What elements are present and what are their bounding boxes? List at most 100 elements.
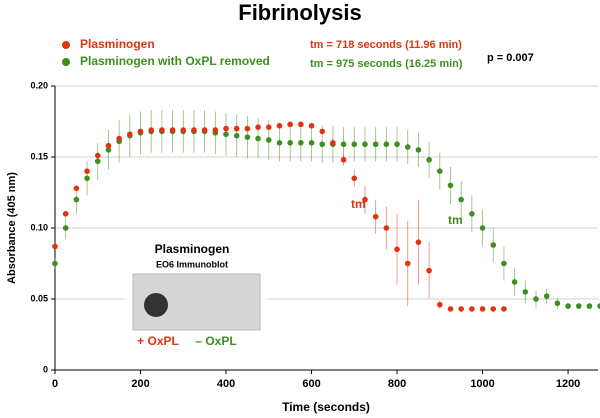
data-point <box>426 157 432 163</box>
data-point <box>276 122 283 129</box>
data-point <box>244 125 251 132</box>
data-point <box>94 152 101 159</box>
data-point <box>265 137 272 143</box>
y-tick-label: 0.20 <box>30 80 48 90</box>
data-point <box>511 279 518 285</box>
data-point <box>458 196 464 203</box>
x-tick-label: 1200 <box>556 378 580 390</box>
data-point <box>565 303 571 309</box>
data-point <box>437 301 443 308</box>
data-point <box>575 303 582 309</box>
data-point <box>287 121 293 128</box>
data-point <box>383 141 390 148</box>
y-tick-label: 0.15 <box>30 151 48 161</box>
data-point <box>298 121 304 128</box>
data-point <box>105 142 112 149</box>
data-point <box>543 293 550 299</box>
data-point <box>255 124 261 130</box>
data-point <box>191 127 197 133</box>
data-point <box>362 196 368 203</box>
data-point <box>169 127 176 133</box>
data-point <box>469 211 475 217</box>
data-point <box>330 140 336 146</box>
y-tick-label: 0 <box>43 364 48 374</box>
data-point <box>223 131 229 138</box>
legend-label: Plasminogen <box>80 37 155 51</box>
data-point <box>244 134 251 140</box>
data-point <box>372 213 379 220</box>
blot-band <box>144 293 168 317</box>
y-tick-label: 0.10 <box>30 222 48 232</box>
data-point <box>447 182 454 189</box>
data-point <box>597 303 600 309</box>
annotation: tm = 718 seconds (11.96 min) <box>310 39 462 51</box>
data-point <box>426 267 432 274</box>
data-point <box>116 135 122 142</box>
data-point <box>73 196 80 203</box>
data-point <box>586 303 593 309</box>
data-point <box>276 140 283 146</box>
data-point <box>84 175 90 182</box>
data-point <box>415 239 422 245</box>
data-point <box>319 128 326 135</box>
data-point <box>255 135 261 142</box>
data-point <box>404 260 411 267</box>
legend-label: Plasminogen with OxPL removed <box>80 54 270 68</box>
data-point <box>394 141 400 148</box>
data-point <box>319 141 326 148</box>
annotation: tm <box>351 197 366 211</box>
legend-marker <box>62 58 70 66</box>
data-point <box>105 147 112 153</box>
data-point <box>458 306 464 312</box>
data-point <box>479 306 486 312</box>
data-point <box>127 131 133 138</box>
inset-title: Plasminogen <box>155 242 230 256</box>
data-point <box>148 127 155 133</box>
data-point <box>62 211 69 217</box>
data-point <box>233 132 240 139</box>
annotation: p = 0.007 <box>487 52 534 64</box>
data-point <box>298 140 304 146</box>
chart-title: Fibrinolysis <box>238 0 361 25</box>
x-tick-label: 400 <box>217 378 235 390</box>
data-point <box>490 242 497 248</box>
data-point <box>501 260 507 267</box>
data-point <box>351 141 358 148</box>
data-point <box>84 168 90 174</box>
x-axis-label: Time (seconds) <box>282 400 370 414</box>
data-point <box>180 127 187 133</box>
x-tick-label: 0 <box>52 378 58 390</box>
data-point <box>383 225 390 231</box>
lane-label: – OxPL <box>195 334 236 348</box>
x-tick-label: 200 <box>131 378 149 390</box>
data-point <box>362 141 368 148</box>
data-point <box>351 175 358 182</box>
data-point <box>94 158 101 165</box>
data-point <box>404 144 411 150</box>
annotation: tm = 975 seconds (16.25 min) <box>310 58 463 70</box>
data-point <box>308 122 315 129</box>
data-point <box>265 124 272 130</box>
data-point <box>223 125 229 132</box>
data-point <box>415 147 422 153</box>
data-point <box>533 296 539 302</box>
data-point <box>554 300 561 307</box>
data-point <box>394 246 400 253</box>
data-point <box>62 225 69 231</box>
lane-label: + OxPL <box>137 334 179 348</box>
data-point <box>201 127 208 133</box>
data-point <box>490 306 497 312</box>
data-point <box>233 125 240 132</box>
y-tick-label: 0.05 <box>30 293 48 303</box>
data-point <box>372 141 379 148</box>
data-point <box>437 168 443 174</box>
data-point <box>469 306 475 312</box>
data-point <box>52 243 58 250</box>
data-point <box>479 225 486 231</box>
x-tick-label: 1000 <box>470 378 494 390</box>
annotation: tm <box>448 213 463 227</box>
data-point <box>73 185 80 192</box>
data-point <box>212 127 219 133</box>
data-point <box>501 306 507 312</box>
x-tick-label: 800 <box>388 378 406 390</box>
